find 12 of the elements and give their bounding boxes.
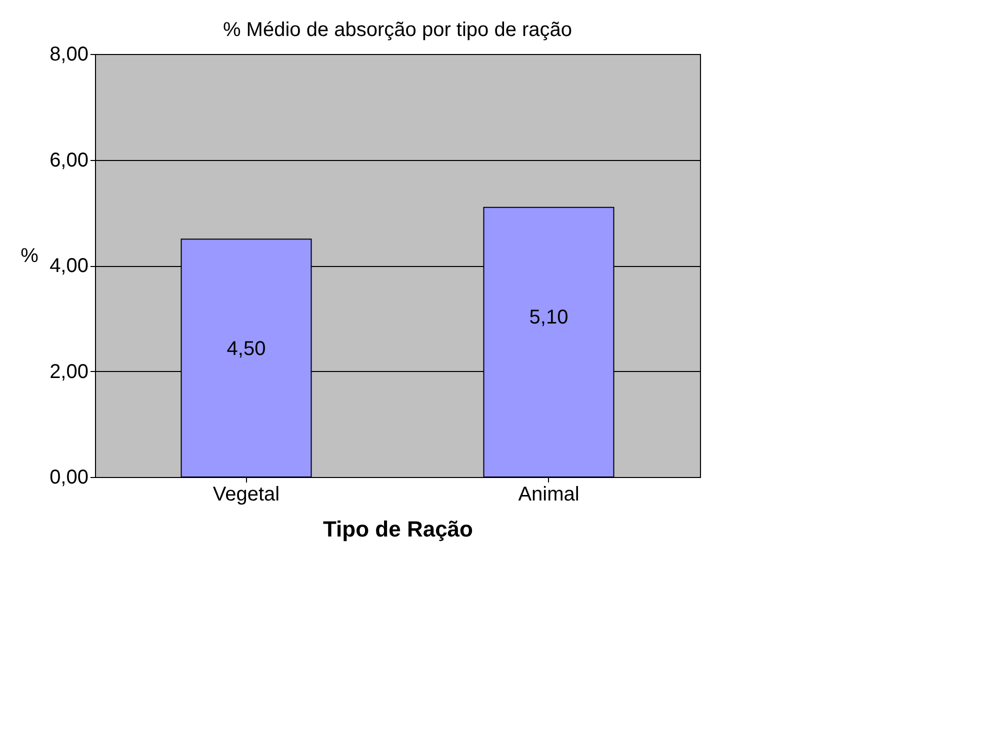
y-axis-title: % [20, 245, 39, 267]
x-tick-label: Vegetal [212, 484, 280, 506]
y-tick-label: 8,00 [50, 44, 88, 66]
y-tick-label: 2,00 [50, 360, 88, 383]
data-label: 4,50 [226, 338, 266, 360]
chart-title: % Médio de absorção por tipo de ração [222, 19, 572, 41]
x-tick-label: Animal [518, 484, 580, 506]
x-axis-title: Tipo de Ração [323, 516, 473, 542]
y-tick-label: 0,00 [50, 466, 88, 488]
data-label: 5,10 [529, 306, 568, 328]
y-tick-label: 4,00 [50, 255, 88, 277]
y-tick-label: 6,00 [50, 149, 88, 172]
